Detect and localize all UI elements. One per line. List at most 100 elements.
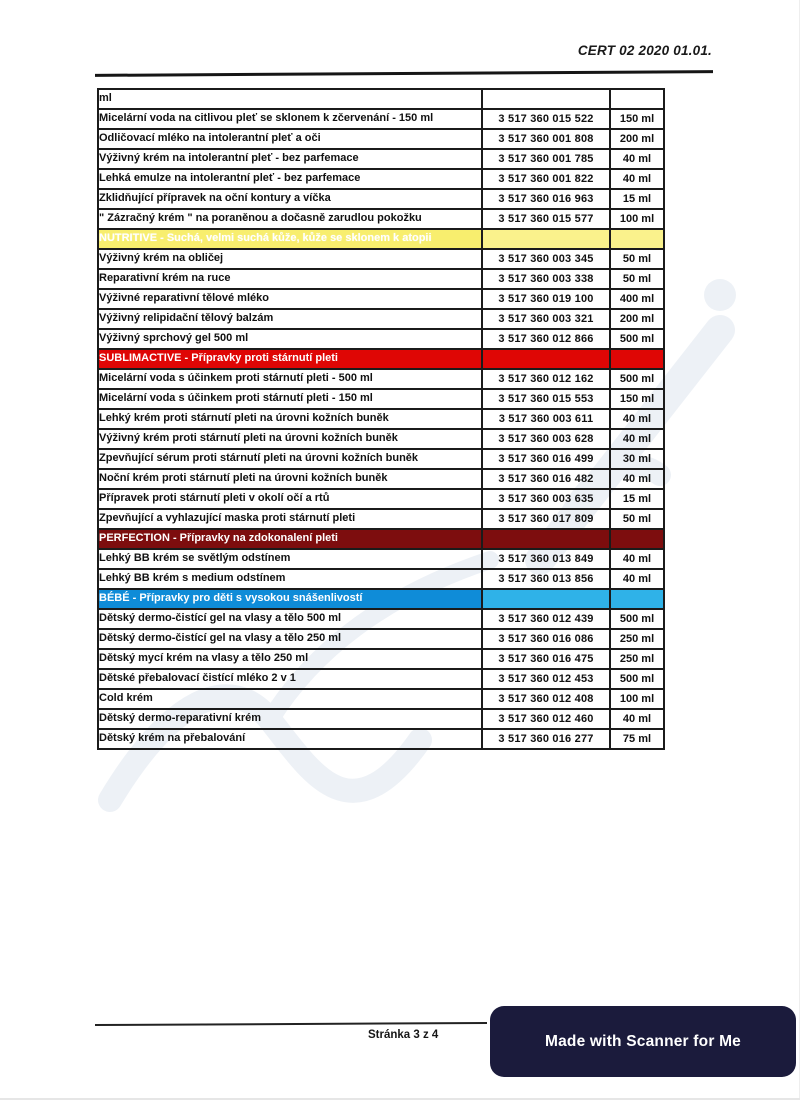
table-row: Lehký krém proti stárnutí pleti na úrovn… <box>97 408 665 430</box>
product-name-cell: Noční krém proti stárnutí pleti na úrovn… <box>97 468 483 490</box>
volume-cell: 400 ml <box>609 288 665 310</box>
product-name-cell: Dětský krém na přebalování <box>97 728 483 750</box>
table-row: Dětský dermo-čistící gel na vlasy a tělo… <box>97 628 665 650</box>
ean-code-cell: 3 517 360 016 475 <box>481 648 611 670</box>
section-title-cell: PERFECTION - Přípravky na zdokonalení pl… <box>97 528 483 550</box>
table-row: Dětský dermo-čistící gel na vlasy a tělo… <box>97 608 665 630</box>
volume-cell: 500 ml <box>609 368 665 390</box>
ean-code-cell: 3 517 360 017 809 <box>481 508 611 530</box>
product-name-cell: Zpevňující a vyhlazující maska proti stá… <box>97 508 483 530</box>
section-title-cell: NUTRITIVE - Suchá, velmi suchá kůže, kůž… <box>97 228 483 250</box>
volume-cell: 50 ml <box>609 508 665 530</box>
volume-cell: 40 ml <box>609 168 665 190</box>
product-name-cell: Micelární voda s účinkem proti stárnutí … <box>97 368 483 390</box>
volume-cell <box>609 228 665 250</box>
product-name-cell: Lehká emulze na intolerantní pleť - bez … <box>97 168 483 190</box>
ean-code-cell: 3 517 360 001 822 <box>481 168 611 190</box>
table-row: Micelární voda na citlivou pleť se sklon… <box>97 108 665 130</box>
volume-cell: 50 ml <box>609 248 665 270</box>
ean-code-cell: 3 517 360 003 611 <box>481 408 611 430</box>
ean-code-cell <box>481 228 611 250</box>
table-row: Výživný sprchový gel 500 ml 3 517 360 012… <box>97 328 665 350</box>
product-name-cell: Zpevňující sérum proti stárnutí pleti na… <box>97 448 483 470</box>
footer-rule <box>94 1021 488 1027</box>
section-row-red: SUBLIMACTIVE - Přípravky proti stárnutí … <box>97 348 665 370</box>
ean-code-cell: 3 517 360 001 785 <box>481 148 611 170</box>
volume-cell: 150 ml <box>609 108 665 130</box>
table-row: Výživný krém na obličej 3 517 360 003 345… <box>97 248 665 270</box>
table-row: Zpevňující sérum proti stárnutí pleti na… <box>97 448 665 470</box>
product-name-cell: Výživné reparativní tělové mléko <box>97 288 483 310</box>
volume-cell: 15 ml <box>609 488 665 510</box>
product-name-cell: Výživný krém na intolerantní pleť - bez … <box>97 148 483 170</box>
volume-cell: 40 ml <box>609 708 665 730</box>
product-name-cell: Dětský dermo-čistící gel na vlasy a tělo… <box>97 608 483 630</box>
ean-code-cell: 3 517 360 016 482 <box>481 468 611 490</box>
volume-cell: 50 ml <box>609 268 665 290</box>
section-row-darkred: PERFECTION - Přípravky na zdokonalení pl… <box>97 528 665 550</box>
ean-code-cell: 3 517 360 015 522 <box>481 108 611 130</box>
volume-cell: 40 ml <box>609 548 665 570</box>
section-title-cell: BÉBÉ - Přípravky pro děti s vysokou snáš… <box>97 588 483 610</box>
volume-cell: 75 ml <box>609 728 665 750</box>
ean-code-cell: 3 517 360 013 849 <box>481 548 611 570</box>
table-row: Reparativní krém na ruce 3 517 360 003 33… <box>97 268 665 290</box>
product-name-cell: Reparativní krém na ruce <box>97 268 483 290</box>
table-row: " Zázračný krém " na poraněnou a dočasně… <box>97 208 665 230</box>
scanner-badge: Made with Scanner for Me <box>490 1006 796 1077</box>
ean-code-cell: 3 517 360 003 635 <box>481 488 611 510</box>
product-name-cell: Odličovací mléko na intolerantní pleť a … <box>97 128 483 150</box>
ean-code-cell: 3 517 360 012 162 <box>481 368 611 390</box>
product-name-cell: Zklidňující přípravek na oční kontury a … <box>97 188 483 210</box>
volume-cell: 40 ml <box>609 408 665 430</box>
table-row: Odličovací mléko na intolerantní pleť a … <box>97 128 665 150</box>
table-row: Noční krém proti stárnutí pleti na úrovn… <box>97 468 665 490</box>
page-number-label: Stránka <box>368 1029 411 1041</box>
ean-code-cell: 3 517 360 003 628 <box>481 428 611 450</box>
volume-cell: 250 ml <box>609 648 665 670</box>
table-row: Dětský krém na přebalování 3 517 360 016 … <box>97 728 665 750</box>
table-row: Dětský dermo-reparativní krém 3 517 360 0… <box>97 708 665 730</box>
volume-cell: 15 ml <box>609 188 665 210</box>
product-name-cell: Micelární voda na citlivou pleť se sklon… <box>97 108 483 130</box>
product-table-body: ml Micelární voda na citlivou pleť se skl… <box>97 88 665 750</box>
table-row: Micelární voda s účinkem proti stárnutí … <box>97 368 665 390</box>
product-name-cell: ml <box>97 88 483 110</box>
table-row: Výživný krém na intolerantní pleť - bez … <box>97 148 665 170</box>
product-name-cell: Přípravek proti stárnutí pleti v okolí o… <box>97 488 483 510</box>
header-cert-note: CERT 02 2020 01.01. <box>577 43 712 58</box>
volume-cell: 150 ml <box>609 388 665 410</box>
volume-cell: 40 ml <box>609 148 665 170</box>
product-name-cell: Cold krém <box>97 688 483 710</box>
table-row: Cold krém 3 517 360 012 408 100 ml <box>97 688 665 710</box>
scanner-badge-label: Made with Scanner for Me <box>545 1032 741 1050</box>
volume-cell: 40 ml <box>609 468 665 490</box>
ean-code-cell: 3 517 360 016 086 <box>481 628 611 650</box>
ean-code-cell: 3 517 360 016 963 <box>481 188 611 210</box>
ean-code-cell: 3 517 360 019 100 <box>481 288 611 310</box>
section-row-yellow: NUTRITIVE - Suchá, velmi suchá kůže, kůž… <box>97 228 665 250</box>
ean-code-cell: 3 517 360 003 338 <box>481 268 611 290</box>
product-name-cell: " Zázračný krém " na poraněnou a dočasně… <box>97 208 483 230</box>
table-row: Přípravek proti stárnutí pleti v okolí o… <box>97 488 665 510</box>
product-name-cell: Dětské přebalovací čistící mléko 2 v 1 <box>97 668 483 690</box>
ean-code-cell: 3 517 360 012 866 <box>481 328 611 350</box>
ean-code-cell: 3 517 360 001 808 <box>481 128 611 150</box>
volume-cell <box>609 588 665 610</box>
table-row: Zpevňující a vyhlazující maska proti stá… <box>97 508 665 530</box>
ean-code-cell: 3 517 360 012 460 <box>481 708 611 730</box>
product-name-cell: Dětský mycí krém na vlasy a tělo 250 ml <box>97 648 483 670</box>
product-name-cell: Lehký BB krém s medium odstínem <box>97 568 483 590</box>
volume-cell: 200 ml <box>609 308 665 330</box>
table-row: Lehká emulze na intolerantní pleť - bez … <box>97 168 665 190</box>
ean-code-cell <box>481 528 611 550</box>
volume-cell: 40 ml <box>609 428 665 450</box>
ean-code-cell <box>481 348 611 370</box>
ean-code-cell: 3 517 360 013 856 <box>481 568 611 590</box>
table-row: Dětský mycí krém na vlasy a tělo 250 ml 3… <box>97 648 665 670</box>
table-row: Micelární voda s účinkem proti stárnutí … <box>97 388 665 410</box>
table-row: Výživný krém proti stárnutí pleti na úro… <box>97 428 665 450</box>
volume-cell <box>609 348 665 370</box>
